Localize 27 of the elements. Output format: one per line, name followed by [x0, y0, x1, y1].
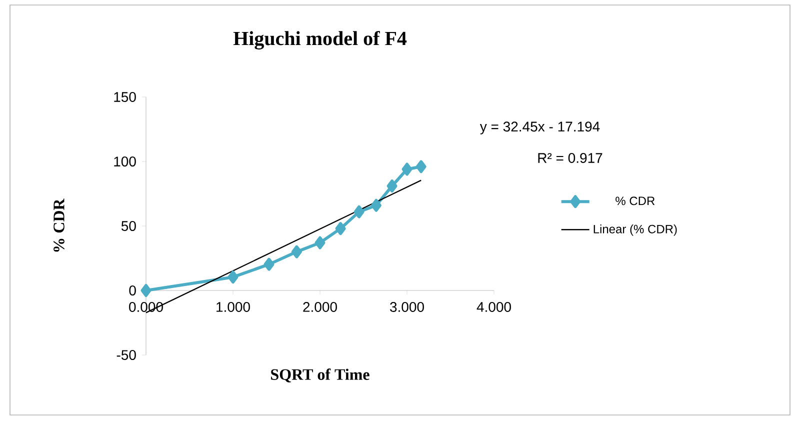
x-tick-label: 4.000 [476, 302, 511, 312]
point [416, 160, 426, 174]
y-axis-title: % CDR [54, 198, 64, 252]
point [314, 236, 326, 250]
point [402, 162, 412, 176]
point [264, 258, 274, 271]
y-tick-label: 50 [121, 221, 136, 231]
y-tick-label: -50 [116, 350, 136, 360]
point [370, 198, 382, 212]
y-tick-label: 100 [114, 156, 136, 166]
point [335, 222, 346, 236]
x-tick-label: 2.000 [303, 302, 337, 312]
point [291, 245, 302, 258]
point [354, 205, 364, 218]
y-tick-label: 0 [129, 286, 136, 296]
text: R² = 0.917 [538, 153, 602, 163]
legend-label: Linear (% CDR) [594, 224, 677, 236]
y-tick-label: 150 [114, 92, 136, 102]
x-axis-title: SQRT of Time [271, 368, 370, 382]
legend-label: % CDR [616, 196, 655, 206]
x-tick-label: 1.000 [216, 302, 250, 312]
point [140, 284, 152, 297]
chart-title: Higuchi model of F4 [233, 30, 407, 50]
annotation: y = 32.45x - 17.194 [480, 122, 600, 134]
x-tick-label: 3.000 [390, 302, 424, 312]
point [386, 180, 398, 193]
point [228, 270, 238, 284]
